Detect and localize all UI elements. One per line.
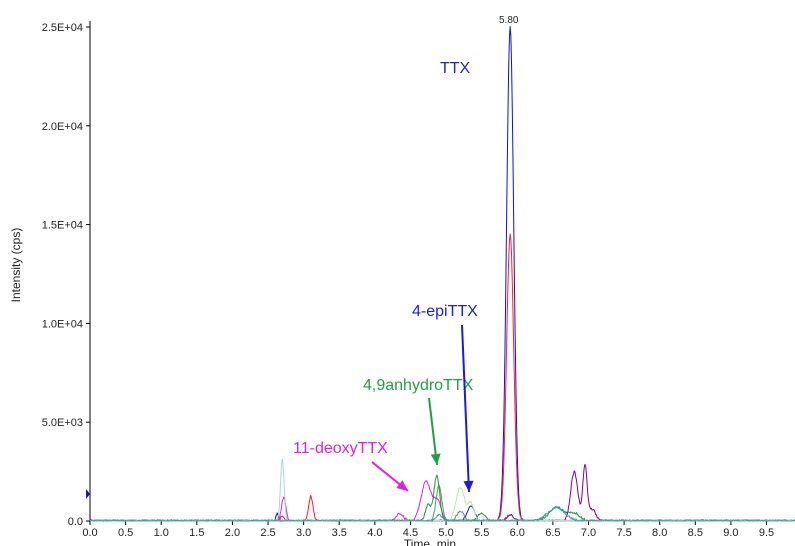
x-tick-label: 0.5 <box>118 527 133 539</box>
anhydrottx-arrow-shaft <box>428 397 438 466</box>
x-tick-label: 4.5 <box>403 527 418 539</box>
series-line-3 <box>89 474 795 522</box>
annotation-4-epittx: 4-epiTTX <box>412 303 478 320</box>
x-tick-label: 1.5 <box>189 527 204 539</box>
y-tick-label: 0.0 <box>68 516 83 528</box>
x-tick-label: 5.0 <box>438 527 453 539</box>
annotation-49anhydrottx: 4,9anhydroTTX <box>363 377 474 394</box>
annotation-layer: 5.80 TTX 4-epiTTX 4,9anhydroTTX 11-deoxy… <box>293 15 519 493</box>
x-tick-label: 1.0 <box>154 527 169 539</box>
epittx-arrow-head <box>463 480 474 492</box>
x-tick-label: 9.0 <box>723 527 738 539</box>
deoxyttx-arrow-head <box>396 480 408 491</box>
y-tick-label: 1.5E+04 <box>42 220 83 232</box>
x-tick-label: 6.0 <box>510 527 525 539</box>
x-tick-label: 8.0 <box>652 527 667 539</box>
x-tick-label: 5.5 <box>474 527 489 539</box>
annotation-ttx: TTX <box>440 60 471 77</box>
epittx-arrow-shaft <box>461 324 470 493</box>
peak-retention-label: 5.80 <box>499 15 519 26</box>
x-tick-label: 0.0 <box>82 527 97 539</box>
axes-layer: 0.0 0.5 1.0 1.5 2.0 2.5 3.0 3.5 4.0 4.5 5.0 5.5 6.0 6… <box>42 21 795 539</box>
y-axis-title: Intensity (cps) <box>9 228 23 303</box>
series-layer <box>89 26 795 522</box>
series-line-8 <box>89 506 795 522</box>
x-tick-label: 4.0 <box>367 527 382 539</box>
x-tick-label: 8.5 <box>688 527 703 539</box>
x-tick-label: 6.5 <box>545 527 560 539</box>
anhydrottx-arrow-head <box>430 453 441 465</box>
y-tick-label: 2.5E+04 <box>42 22 83 34</box>
y-tick-label: 1.0E+04 <box>42 318 83 330</box>
x-tick-label: 2.0 <box>225 527 240 539</box>
x-tick-label: 7.0 <box>581 527 596 539</box>
x-tick-label: 3.0 <box>296 527 311 539</box>
left-arrow-marker-icon <box>86 489 90 499</box>
series-line-0 <box>89 26 795 522</box>
x-tick-label: 7.5 <box>616 527 631 539</box>
x-axis-title: Time, min <box>404 537 456 546</box>
y-tick-label: 2.0E+04 <box>42 121 83 133</box>
x-tick-label: 9.5 <box>759 527 774 539</box>
x-tick-label: 3.5 <box>332 527 347 539</box>
y-tick-label: 5.0E+03 <box>42 417 83 429</box>
x-tick-label: 2.5 <box>260 527 275 539</box>
annotation-11-deoxyttx: 11-deoxyTTX <box>293 440 388 457</box>
